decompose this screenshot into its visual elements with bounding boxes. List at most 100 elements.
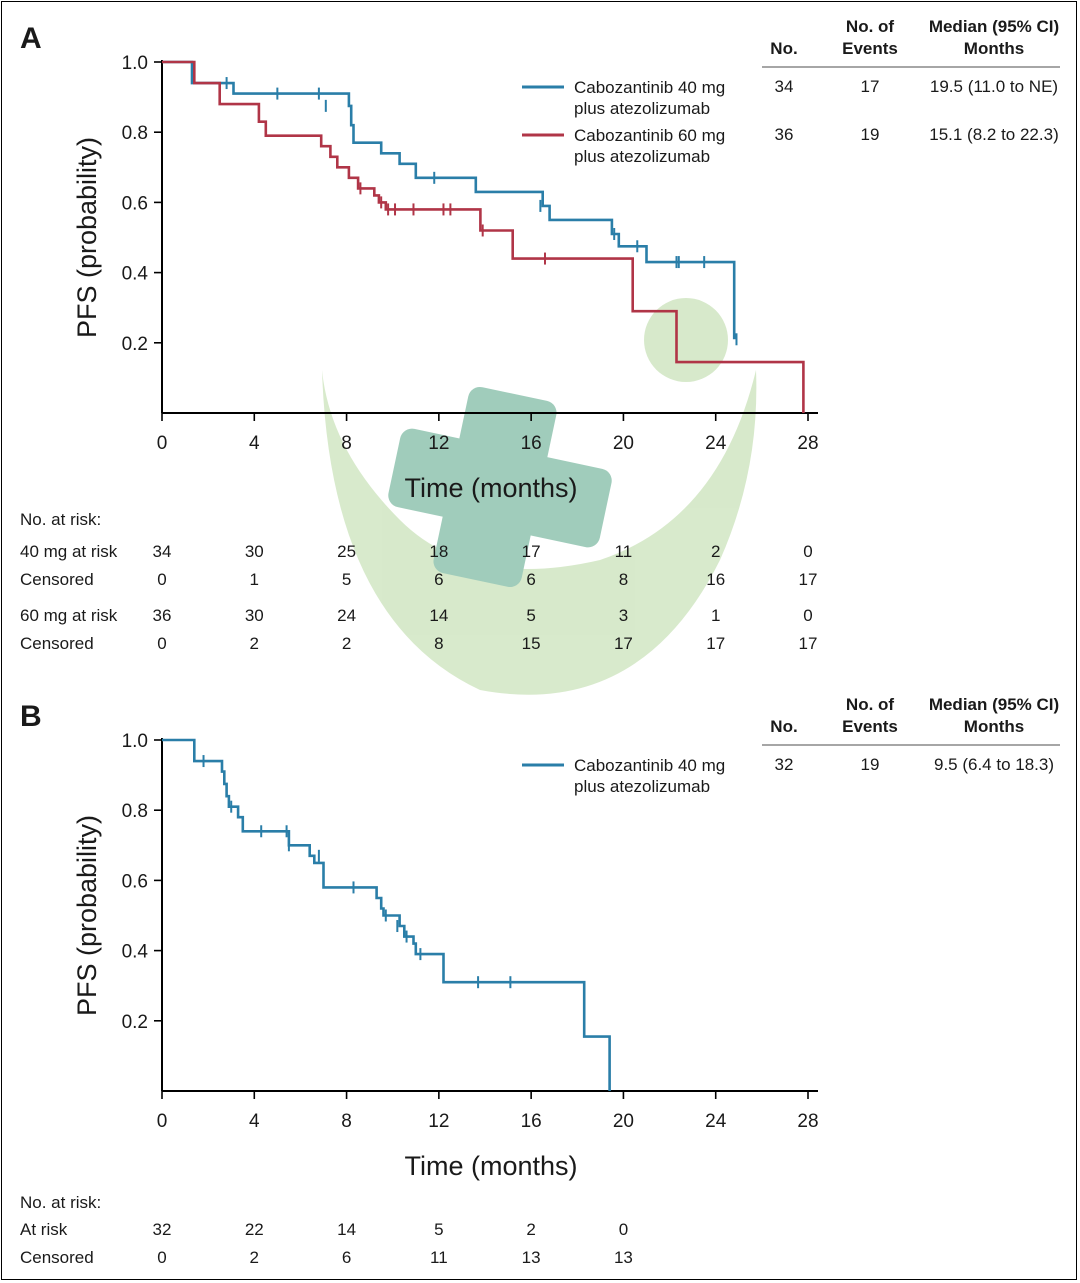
risk-value: 17: [799, 634, 818, 653]
risk-value: 0: [157, 1248, 166, 1267]
y-tick-label: 0.8: [122, 123, 148, 144]
risk-value: 36: [153, 606, 172, 625]
y-tick-label: 0.8: [122, 801, 148, 822]
table-header-median-line1: Median (95% CI): [929, 695, 1059, 714]
risk-row-label: 40 mg at risk: [20, 542, 118, 561]
risk-value: 1: [711, 606, 720, 625]
risk-value: 8: [434, 634, 443, 653]
risk-value: 5: [434, 1220, 443, 1239]
risk-value: 15: [522, 634, 541, 653]
x-axis-label: Time (months): [404, 1151, 577, 1181]
x-tick-label: 4: [249, 1111, 260, 1132]
table-header-median-line2: Months: [964, 717, 1024, 736]
x-tick-label: 4: [249, 433, 260, 454]
risk-value: 16: [706, 570, 725, 589]
risk-value: 8: [619, 570, 628, 589]
risk-value: 2: [526, 1220, 535, 1239]
risk-value: 11: [430, 1248, 448, 1267]
x-tick-label: 12: [428, 433, 449, 454]
risk-value: 34: [153, 542, 172, 561]
risk-value: 6: [434, 570, 443, 589]
risk-value: 13: [522, 1248, 541, 1267]
x-axis-label: Time (months): [404, 473, 577, 503]
risk-value: 17: [522, 542, 541, 561]
x-tick-label: 8: [341, 433, 352, 454]
y-axis-label: PFS (probability): [72, 137, 102, 338]
legend-label-line1: Cabozantinib 40 mg: [574, 78, 725, 97]
x-tick-label: 16: [521, 1111, 542, 1132]
x-tick-label: 28: [797, 1111, 818, 1132]
y-tick-label: 0.2: [122, 1012, 148, 1033]
y-tick-label: 0.6: [122, 193, 148, 214]
table-header-events-line1: No. of: [846, 17, 894, 36]
risk-value: 17: [614, 634, 633, 653]
x-tick-label: 20: [613, 1111, 634, 1132]
table-cell-n: 36: [775, 125, 794, 144]
x-tick-label: 12: [428, 1111, 449, 1132]
watermark-logo: [322, 298, 757, 695]
y-axis-label: PFS (probability): [72, 815, 102, 1016]
risk-table-title: No. at risk:: [20, 1193, 101, 1212]
table-header-events-line2: Events: [842, 39, 898, 58]
legend-label-line1: Cabozantinib 40 mg: [574, 756, 725, 775]
y-tick-label: 0.6: [122, 871, 148, 892]
risk-value: 5: [342, 570, 351, 589]
risk-value: 13: [614, 1248, 633, 1267]
survival-curve: [162, 738, 611, 1091]
x-tick-label: 24: [705, 1111, 727, 1132]
table-header-events-line1: No. of: [846, 695, 894, 714]
y-tick-label: 0.2: [122, 334, 148, 355]
x-tick-label: 28: [797, 433, 818, 454]
risk-value: 25: [337, 542, 356, 561]
legend-label-line2: plus atezolizumab: [574, 99, 710, 118]
risk-row-label: Censored: [20, 634, 94, 653]
risk-value: 0: [619, 1220, 628, 1239]
risk-value: 3: [619, 606, 628, 625]
risk-value: 14: [337, 1220, 356, 1239]
x-tick-label: 0: [157, 433, 168, 454]
risk-value: 30: [245, 606, 264, 625]
table-cell-median: 15.1 (8.2 to 22.3): [929, 125, 1058, 144]
risk-value: 2: [342, 634, 351, 653]
risk-value: 32: [153, 1220, 172, 1239]
watermark-cross-vertical: [433, 386, 557, 588]
table-cell-events: 19: [861, 755, 880, 774]
table-header-events-line2: Events: [842, 717, 898, 736]
risk-value: 24: [337, 606, 356, 625]
risk-row-label: 60 mg at risk: [20, 606, 118, 625]
risk-value: 18: [429, 542, 448, 561]
legend-label-line2: plus atezolizumab: [574, 147, 710, 166]
x-tick-label: 8: [341, 1111, 352, 1132]
risk-value: 17: [706, 634, 725, 653]
y-tick-label: 0.4: [122, 942, 149, 963]
risk-value: 0: [803, 542, 812, 561]
risk-value: 2: [250, 634, 259, 653]
x-tick-label: 16: [521, 433, 542, 454]
risk-value: 2: [711, 542, 720, 561]
panel-label: B: [20, 700, 42, 733]
watermark-cross-horizontal: [388, 428, 612, 548]
y-tick-label: 1.0: [122, 53, 148, 74]
table-cell-n: 32: [775, 755, 794, 774]
table-cell-events: 17: [861, 77, 880, 96]
risk-value: 1: [250, 570, 259, 589]
risk-value: 2: [250, 1248, 259, 1267]
watermark-swoosh: [322, 370, 757, 695]
risk-value: 17: [799, 570, 818, 589]
risk-value: 6: [526, 570, 535, 589]
table-header-no: No.: [770, 39, 797, 58]
y-tick-label: 1.0: [122, 731, 148, 752]
risk-value: 0: [157, 634, 166, 653]
y-tick-label: 0.4: [122, 264, 149, 285]
table-cell-events: 19: [861, 125, 880, 144]
legend-label-line2: plus atezolizumab: [574, 777, 710, 796]
table-cell-median: 19.5 (11.0 to NE): [930, 77, 1058, 96]
table-header-median-line2: Months: [964, 39, 1024, 58]
table-header-median-line1: Median (95% CI): [929, 17, 1059, 36]
x-tick-label: 0: [157, 1111, 168, 1132]
risk-value: 11: [615, 542, 633, 561]
legend-label-line1: Cabozantinib 60 mg: [574, 126, 725, 145]
risk-table-title: No. at risk:: [20, 510, 101, 529]
